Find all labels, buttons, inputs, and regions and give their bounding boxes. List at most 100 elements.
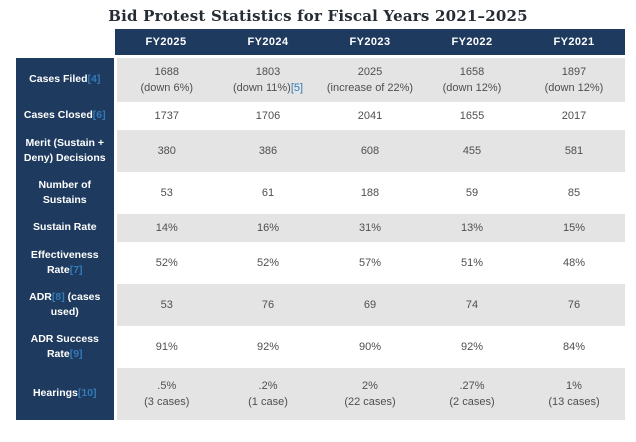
row-header-effectiveness-rate: Effectiveness Rate[7] — [16, 241, 117, 284]
text-segment: 386 — [258, 144, 278, 157]
text-segment: 85 — [567, 186, 581, 199]
col-header-fy2021: FY2021 — [523, 29, 625, 58]
cell-number-of-sustains-fy2023: 188 — [319, 171, 421, 214]
text-segment: 76 — [261, 298, 275, 311]
cell-line: 1897 — [528, 64, 620, 80]
cell-line: 14% — [122, 220, 213, 236]
cell-line: 91% — [122, 339, 213, 355]
header-row: FY2025 FY2024 FY2023 FY2022 FY2021 — [16, 29, 625, 58]
cell-line: 1% — [528, 378, 620, 394]
row-header-sustain-rate: Sustain Rate — [16, 213, 117, 242]
cell-line: 52% — [122, 255, 213, 271]
cell-line: (2 cases) — [426, 394, 518, 410]
cell-line: 1658 — [426, 64, 518, 80]
cell-line: (13 cases) — [528, 394, 620, 410]
text-segment: Sustain Rate — [32, 221, 97, 233]
row-header-cases-closed: Cases Closed[6] — [16, 101, 117, 130]
cell-cases-closed-fy2023: 2041 — [319, 101, 421, 130]
cell-line: 48% — [528, 255, 620, 271]
text-segment: 91% — [155, 340, 178, 353]
cell-number-of-sustains-fy2024: 61 — [217, 171, 319, 214]
cell-effectiveness-rate-fy2023: 57% — [319, 241, 421, 284]
cell-line: (increase of 22%) — [324, 80, 416, 96]
cell-line: 2025 — [324, 64, 416, 80]
text-segment: 1897 — [561, 65, 587, 78]
cell-line: 2017 — [528, 108, 620, 124]
cell-line: 76 — [528, 297, 620, 313]
cell-line: 2% — [324, 378, 416, 394]
cell-line: (down 11%)[5] — [222, 80, 314, 96]
cell-effectiveness-rate-fy2024: 52% — [217, 241, 319, 284]
text-segment: .2% — [258, 379, 278, 392]
footnote-ref[interactable]: [10] — [77, 387, 97, 399]
cell-adr-cases-used-fy2023: 69 — [319, 283, 421, 326]
cell-hearings-fy2023: 2% (22 cases) — [319, 367, 421, 420]
footnote-ref[interactable]: [8] — [51, 290, 65, 303]
cell-line: (down 12%) — [528, 80, 620, 96]
footnote-ref[interactable]: [7] — [69, 263, 83, 276]
table-row-merit-decisions: Merit (Sustain + Deny) Decisions 380 386 60… — [16, 129, 625, 172]
text-segment: (down 12%) — [544, 81, 604, 94]
text-segment: 608 — [360, 144, 380, 157]
text-segment: 13% — [460, 221, 484, 234]
cell-line: 2041 — [324, 108, 416, 124]
text-segment: Merit (Sustain + Deny) Decisions — [23, 136, 106, 164]
footnote-ref[interactable]: [5] — [290, 81, 304, 94]
cell-line: 84% — [528, 339, 620, 355]
table-row-adr-cases-used: ADR[8] (cases used) 53 76 69 74 76 — [16, 283, 625, 326]
text-segment: 51% — [460, 256, 484, 269]
text-segment: 48% — [562, 256, 586, 269]
footnote-ref[interactable]: [9] — [69, 347, 83, 360]
text-segment: (cases used) — [50, 290, 101, 318]
cell-line: 1688 — [122, 64, 213, 80]
text-segment: 59 — [465, 186, 479, 199]
text-segment: 1706 — [255, 109, 281, 122]
cell-cases-closed-fy2024: 1706 — [217, 101, 319, 130]
cell-adr-success-rate-fy2025: 91% — [115, 325, 217, 368]
text-segment: 53 — [160, 298, 173, 311]
cell-line: .27% — [426, 378, 518, 394]
text-segment: 84% — [562, 340, 586, 353]
text-segment: (2 cases) — [449, 395, 495, 408]
cell-merit-decisions-fy2025: 380 — [115, 129, 217, 172]
cell-line: .5% — [122, 378, 213, 394]
cell-line: 90% — [324, 339, 416, 355]
footnote-ref[interactable]: [6] — [92, 109, 106, 121]
cell-line: 52% — [222, 255, 314, 271]
text-segment: 1803 — [255, 65, 281, 78]
cell-line: 74 — [426, 297, 518, 313]
cell-line: 380 — [122, 143, 213, 159]
cell-line: 1655 — [426, 108, 518, 124]
table-row-hearings: Hearings[10] .5% (3 cases) .2% (1 case) 2% (22… — [16, 367, 625, 420]
table-row-sustain-rate: Sustain Rate 14% 16% 31% 13% 15% — [16, 213, 625, 242]
text-segment: 1655 — [459, 109, 485, 122]
corner-cell — [16, 29, 115, 58]
cell-line: 61 — [222, 185, 314, 201]
cell-sustain-rate-fy2025: 14% — [115, 213, 217, 242]
cell-line: (3 cases) — [122, 394, 213, 410]
cell-line: 1803 — [222, 64, 314, 80]
text-segment: 74 — [465, 298, 479, 311]
cell-hearings-fy2025: .5% (3 cases) — [115, 367, 217, 420]
cell-line: 53 — [122, 297, 213, 313]
cell-number-of-sustains-fy2025: 53 — [115, 171, 217, 214]
text-segment: (increase of 22%) — [326, 81, 414, 94]
col-header-fy2024: FY2024 — [217, 29, 319, 58]
text-segment: 57% — [358, 256, 382, 269]
cell-line: 85 — [528, 185, 620, 201]
cell-line: 13% — [426, 220, 518, 236]
col-header-fy2025: FY2025 — [115, 29, 217, 58]
cell-merit-decisions-fy2022: 455 — [421, 129, 523, 172]
text-segment: (3 cases) — [144, 395, 190, 408]
cell-merit-decisions-fy2023: 608 — [319, 129, 421, 172]
cell-cases-filed-fy2021: 1897 (down 12%) — [523, 56, 625, 102]
cell-effectiveness-rate-fy2022: 51% — [421, 241, 523, 284]
text-segment: Hearings — [32, 387, 78, 399]
cell-sustain-rate-fy2021: 15% — [523, 213, 625, 242]
text-segment: 76 — [567, 298, 581, 311]
footnote-ref[interactable]: [4] — [87, 73, 101, 85]
row-header-number-of-sustains: Number of Sustains — [16, 171, 117, 214]
cell-effectiveness-rate-fy2025: 52% — [115, 241, 217, 284]
text-segment: 92% — [460, 340, 484, 353]
text-segment: 69 — [363, 298, 377, 311]
